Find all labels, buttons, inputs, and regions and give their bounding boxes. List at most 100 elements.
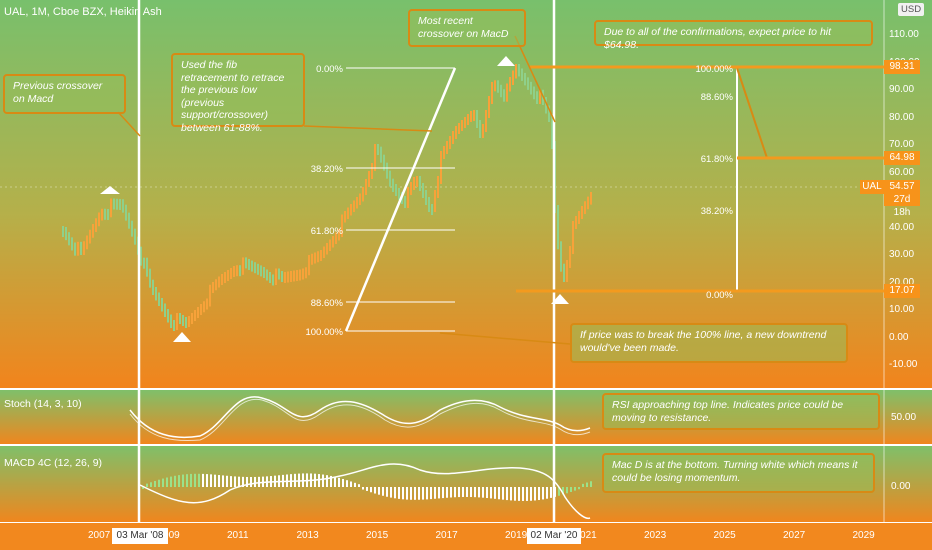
macd-bar [546,487,548,499]
macd-bar [558,487,560,496]
candle [260,265,262,277]
candle [485,110,487,132]
currency-button[interactable]: USD [898,3,925,16]
candle [305,267,307,279]
macd-bar [466,487,468,497]
macd-bar [326,475,328,487]
macd-bar [162,478,164,487]
candle [83,241,85,255]
macd-bar [242,476,244,487]
candle [407,187,409,208]
candle [128,212,130,229]
price-tick-label: 90.00 [889,84,915,95]
fib-retracement-left [344,67,457,332]
macd-bar [174,475,176,487]
macd-bar [418,487,420,500]
price-tick-label: 60.00 [889,166,915,178]
candle [377,144,379,155]
candle [434,190,436,212]
macd-bar [538,487,540,501]
macd-bar [246,476,248,487]
macd-bar [166,477,168,487]
candle [476,110,478,128]
candle [374,144,376,171]
note-rsi: RSI approaching top line. Indicates pric… [602,393,880,430]
candle [248,259,250,270]
candle [251,260,253,272]
candle [395,184,397,196]
fib-level-label: 61.80% [700,154,733,165]
candle [302,268,304,280]
macd-bar [190,473,192,487]
candle [155,287,157,301]
candle [398,188,400,200]
candle [572,221,574,254]
macd-bar [494,487,496,499]
candle [437,176,439,198]
stoch-d-line [129,398,591,442]
fib-level-label: 100.00% [695,64,733,75]
candle [167,309,169,323]
macd-bar [222,475,224,487]
candle [365,179,367,195]
candle [515,64,517,79]
candle [164,303,166,317]
macd-bar [402,487,404,500]
macd-bar [210,474,212,487]
note-previous-crossover: Previous crossover on Macd [3,74,126,114]
macd-bar [202,473,204,487]
candle [413,177,415,190]
candle [65,227,67,241]
price-tick-label: 20.00 [889,276,915,288]
macd-bar [394,487,396,499]
candle [443,146,445,159]
fib-level-label: 38.20% [700,206,733,217]
macd-bar [354,482,356,487]
price-tick-label: 10.00 [889,304,915,315]
macd-bar [510,487,512,501]
candle [191,313,193,324]
time-tick-label: 2021 [574,530,597,541]
candle [62,226,64,237]
macd-bar [590,481,592,487]
candle [497,80,499,93]
candle [158,292,160,306]
candle [182,315,184,326]
macd-bar [458,487,460,498]
candle [74,242,76,256]
candle [533,86,535,100]
note-price-target: Due to all of the confirmations, expect … [594,20,873,51]
candle [341,214,343,237]
macd-bar [386,487,388,497]
arrow-up-marker [551,294,569,304]
candle [353,200,355,212]
candle [134,228,136,245]
candle-series [62,64,592,331]
candle [452,131,454,144]
candle [80,241,82,255]
macd-bar [462,487,464,497]
macd-bar [198,473,200,487]
macd-bar [350,481,352,487]
macd-bar [542,487,544,500]
price-label-98-31: 98.31 [884,60,920,74]
candle [350,204,352,216]
candle [455,126,457,139]
candle [581,206,583,219]
fib-level-label: 0.00% [706,290,733,301]
candle [482,124,484,138]
candle [362,187,364,202]
candle [185,317,187,328]
bar-countdown: 27d 18h [893,194,911,218]
arrow-up-marker [497,56,515,66]
candle [149,268,151,288]
arrow-up-marker [100,186,120,194]
macd-bar [426,487,428,500]
macd-bar [206,474,208,487]
candle [584,201,586,214]
candle [68,232,70,246]
macd-axis-value: 0.00 [891,481,911,492]
candle [269,272,271,283]
candle [179,313,181,324]
macd-bar [398,487,400,499]
